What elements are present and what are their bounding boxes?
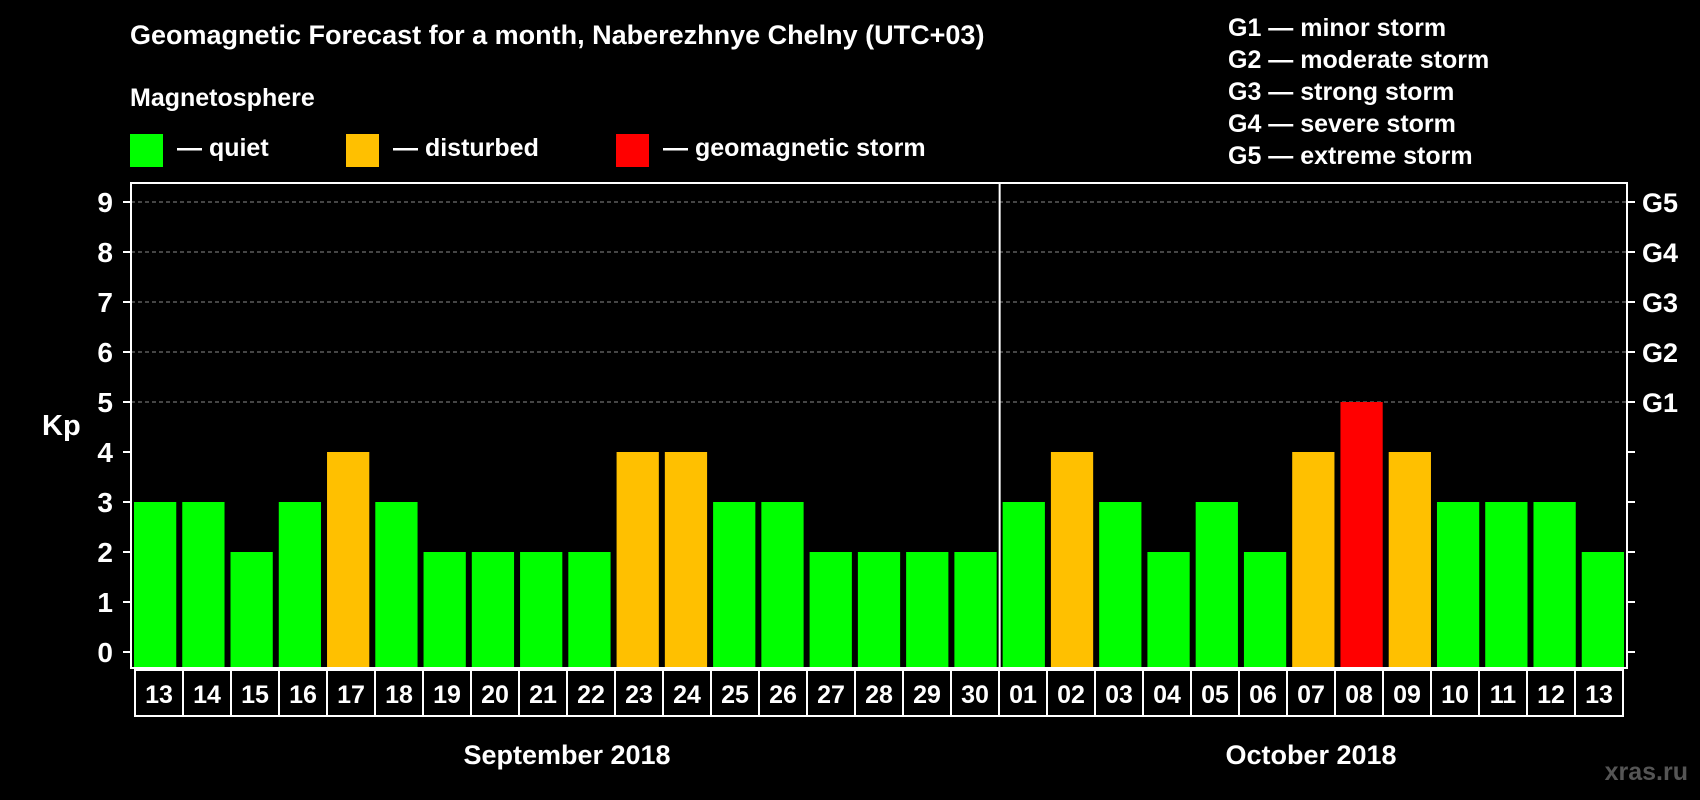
x-tick-label: 10 (1441, 681, 1469, 709)
y-tick-label: 9 (97, 187, 113, 218)
x-tick-label: 14 (193, 681, 221, 709)
x-tick-label: 12 (1537, 681, 1565, 709)
bar-15-2 (230, 552, 273, 668)
bar-24-11 (664, 452, 708, 668)
g-scale-g3: G3 — strong storm (1228, 78, 1455, 106)
g-label-g1: G1 (1642, 388, 1678, 418)
x-tick-label: 05 (1201, 681, 1229, 709)
legend-label-disturbed: — disturbed (393, 134, 539, 162)
g-scale-g1: G1 — minor storm (1228, 14, 1447, 42)
bar-08-25 (1340, 402, 1383, 668)
bar-16-3 (278, 502, 322, 668)
bar-21-8 (520, 552, 563, 668)
legend-swatch-storm (616, 134, 649, 167)
x-tick-label: 28 (865, 681, 893, 709)
y-tick-label: 0 (97, 637, 113, 668)
x-tick-label: 02 (1057, 681, 1085, 709)
x-tick-label: 16 (289, 681, 317, 709)
bar-05-22 (1195, 502, 1238, 668)
x-tick-label: 09 (1393, 681, 1421, 709)
x-tick-label: 20 (481, 681, 509, 709)
y-tick-label: 6 (97, 337, 113, 368)
bar-07-24 (1292, 452, 1335, 668)
g-label-g4: G4 (1642, 238, 1678, 268)
bar-17-4 (327, 452, 370, 668)
y-tick-label: 7 (97, 287, 113, 318)
bar-01-18 (1002, 502, 1045, 668)
bar-14-1 (182, 502, 225, 668)
x-tick-label: 13 (1585, 681, 1613, 709)
bar-25-12 (713, 502, 756, 668)
month-label: September 2018 (463, 740, 670, 770)
plot-frame (130, 182, 1628, 669)
x-tick-label: 06 (1249, 681, 1277, 709)
bar-11-28 (1485, 502, 1528, 668)
month-label: October 2018 (1225, 740, 1396, 770)
x-tick-label: 26 (769, 681, 797, 709)
x-tick-label: 17 (337, 681, 365, 709)
x-tick-label: 25 (721, 681, 749, 709)
bar-29-16 (906, 552, 949, 668)
y-tick-label: 3 (97, 487, 113, 518)
x-tick-label: 13 (145, 681, 173, 709)
bar-18-5 (375, 502, 418, 668)
x-tick-label: 08 (1345, 681, 1373, 709)
x-tick-label: 27 (817, 681, 845, 709)
bar-10-27 (1436, 502, 1480, 668)
g-scale-g5: G5 — extreme storm (1228, 142, 1473, 170)
date-row (134, 669, 1624, 717)
x-tick-label: 22 (577, 681, 605, 709)
bar-26-13 (761, 502, 804, 668)
chart-title: Geomagnetic Forecast for a month, Nabere… (130, 20, 985, 50)
bar-06-23 (1243, 552, 1287, 668)
x-tick-label: 11 (1490, 681, 1517, 709)
x-tick-label: 01 (1009, 681, 1037, 709)
bar-30-17 (954, 552, 997, 668)
x-tick-label: 29 (913, 681, 941, 709)
bar-28-15 (857, 552, 901, 668)
y-tick-label: 5 (97, 387, 113, 418)
g-label-g3: G3 (1642, 288, 1678, 318)
bar-12-29 (1533, 502, 1576, 668)
x-tick-label: 19 (433, 681, 461, 709)
bar-22-9 (568, 552, 611, 668)
g-label-g2: G2 (1642, 338, 1678, 368)
legend-heading: Magnetosphere (130, 84, 315, 112)
bar-19-6 (423, 552, 466, 668)
x-tick-label: 15 (241, 681, 269, 709)
y-tick-label: 2 (97, 537, 113, 568)
legend-label-storm: — geomagnetic storm (663, 134, 926, 162)
x-tick-label: 24 (673, 681, 701, 709)
y-axis-label: Kp (42, 410, 81, 442)
bar-20-7 (471, 552, 515, 668)
x-tick-label: 21 (529, 681, 557, 709)
legend-label-quiet: — quiet (177, 134, 269, 162)
y-tick-label: 4 (97, 437, 113, 468)
g-label-g5: G5 (1642, 188, 1678, 218)
legend-swatch-disturbed (346, 134, 379, 167)
bar-23-10 (616, 452, 659, 668)
y-tick-label: 1 (97, 587, 113, 618)
x-tick-label: 23 (625, 681, 653, 709)
bar-09-26 (1388, 452, 1431, 668)
x-tick-label: 03 (1105, 681, 1133, 709)
bar-13-0 (134, 502, 177, 668)
g-scale-g2: G2 — moderate storm (1228, 46, 1490, 74)
bar-03-20 (1099, 502, 1142, 668)
x-tick-label: 07 (1297, 681, 1325, 709)
bar-04-21 (1147, 552, 1190, 668)
legend-swatch-quiet (130, 134, 163, 167)
bar-27-14 (809, 552, 852, 668)
bar-13-30 (1581, 552, 1624, 668)
bar-02-19 (1050, 452, 1094, 668)
watermark: xras.ru (1604, 758, 1688, 786)
g-scale-g4: G4 — severe storm (1228, 110, 1456, 138)
y-tick-label: 8 (97, 237, 113, 268)
x-tick-label: 04 (1153, 681, 1181, 709)
x-tick-label: 18 (385, 681, 413, 709)
x-tick-label: 30 (961, 681, 989, 709)
